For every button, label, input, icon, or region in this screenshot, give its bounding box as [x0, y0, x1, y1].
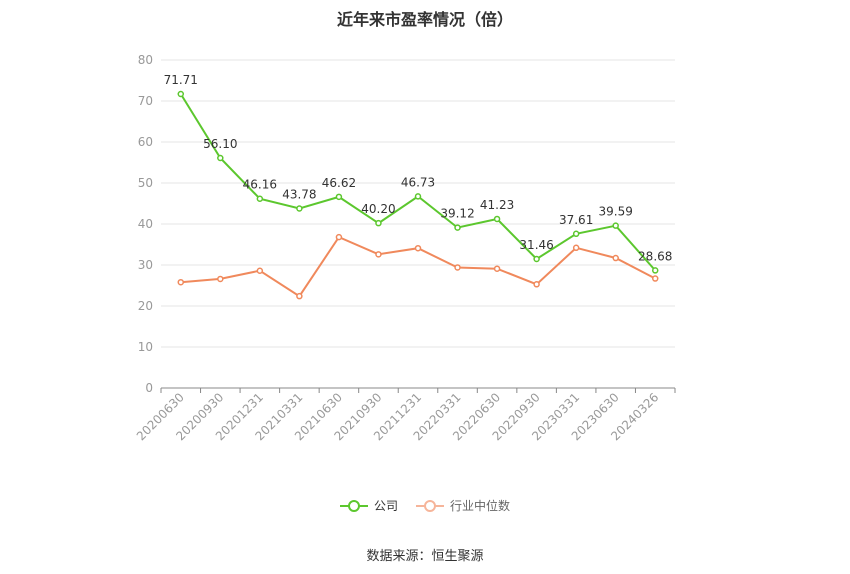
- data-point: [612, 254, 619, 262]
- data-label: 39.59: [599, 205, 633, 219]
- data-point: [375, 219, 382, 227]
- data-point: [296, 292, 303, 300]
- data-point: [375, 251, 382, 258]
- legend-swatch-company: [339, 499, 368, 512]
- legend-item-company[interactable]: 公司: [339, 497, 398, 514]
- data-point: [454, 264, 461, 271]
- data-point: [493, 265, 501, 272]
- data-point: [217, 154, 224, 162]
- data-point: [335, 193, 343, 201]
- data-label: 46.62: [322, 176, 356, 190]
- y-tick-label: 70: [138, 94, 153, 108]
- legend-label-company: 公司: [373, 499, 398, 513]
- y-tick-label: 10: [138, 340, 153, 354]
- data-point: [256, 195, 264, 202]
- data-point: [256, 267, 264, 274]
- data-label: 31.46: [519, 238, 553, 252]
- y-axis-ticks: 0 10 20 30 40 50 60 70 80: [138, 53, 153, 395]
- y-tick-label: 30: [138, 258, 153, 272]
- data-label: 46.73: [401, 175, 435, 189]
- data-point: [177, 90, 185, 98]
- data-point: [612, 222, 619, 229]
- gridlines: [161, 59, 675, 348]
- y-tick-label: 40: [138, 217, 153, 231]
- y-tick-label: 0: [145, 381, 153, 395]
- legend-swatch-industry-median: [416, 499, 444, 512]
- data-point: [454, 224, 461, 231]
- legend: 公司 行业中位数: [0, 497, 850, 514]
- series-points: [177, 90, 659, 300]
- data-label: 37.61: [559, 213, 593, 227]
- x-axis: 2020063020200930202012312021033120210630…: [134, 387, 676, 443]
- data-point: [493, 215, 501, 223]
- data-label: 71.71: [164, 73, 198, 87]
- data-point: [335, 233, 343, 241]
- data-point: [572, 244, 580, 252]
- data-point: [533, 255, 540, 263]
- data-point: [533, 281, 540, 288]
- y-tick-label: 80: [138, 53, 153, 67]
- data-point: [651, 267, 659, 274]
- data-label: 41.23: [480, 198, 514, 212]
- data-point: [651, 275, 659, 282]
- data-label: 40.20: [361, 202, 395, 216]
- chart-title: 近年来市盈率情况（倍）: [336, 10, 513, 29]
- data-point: [217, 275, 224, 283]
- data-label: 39.12: [440, 207, 474, 221]
- legend-label-industry-median: 行业中位数: [450, 499, 511, 513]
- y-tick-label: 20: [138, 299, 153, 313]
- y-tick-label: 50: [138, 176, 153, 190]
- legend-item-industry-median[interactable]: 行业中位数: [416, 497, 510, 514]
- data-point: [414, 244, 422, 252]
- data-point: [296, 205, 303, 212]
- data-point: [177, 278, 185, 286]
- data-label: 56.10: [203, 137, 237, 151]
- data-label: 28.68: [638, 249, 672, 263]
- data-point: [414, 193, 422, 200]
- data-label: 46.16: [243, 178, 277, 192]
- data-source: 数据来源：恒生聚源: [366, 549, 484, 564]
- y-tick-label: 60: [138, 135, 153, 149]
- data-labels: 71.71 56.10 46.16 43.78 46.62 40.20 46.73 39.12…: [164, 73, 673, 263]
- data-label: 43.78: [282, 188, 316, 202]
- data-point: [572, 230, 580, 238]
